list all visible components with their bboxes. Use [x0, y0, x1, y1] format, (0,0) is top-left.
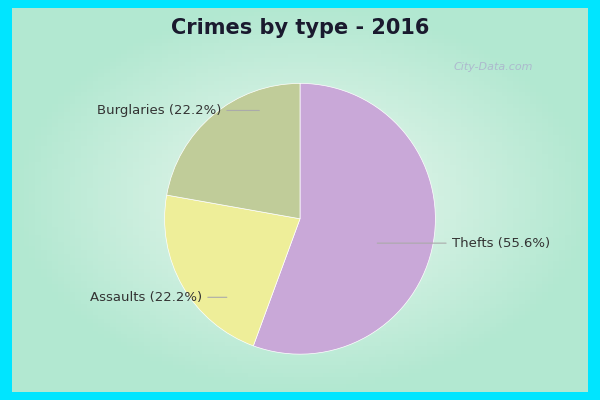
Text: Burglaries (22.2%): Burglaries (22.2%) [97, 104, 259, 117]
Text: Thefts (55.6%): Thefts (55.6%) [377, 237, 550, 250]
Wedge shape [167, 83, 300, 219]
Wedge shape [164, 195, 300, 346]
Text: City-Data.com: City-Data.com [454, 62, 533, 72]
Text: Assaults (22.2%): Assaults (22.2%) [90, 291, 227, 304]
Text: Crimes by type - 2016: Crimes by type - 2016 [171, 18, 429, 38]
Wedge shape [253, 83, 436, 354]
